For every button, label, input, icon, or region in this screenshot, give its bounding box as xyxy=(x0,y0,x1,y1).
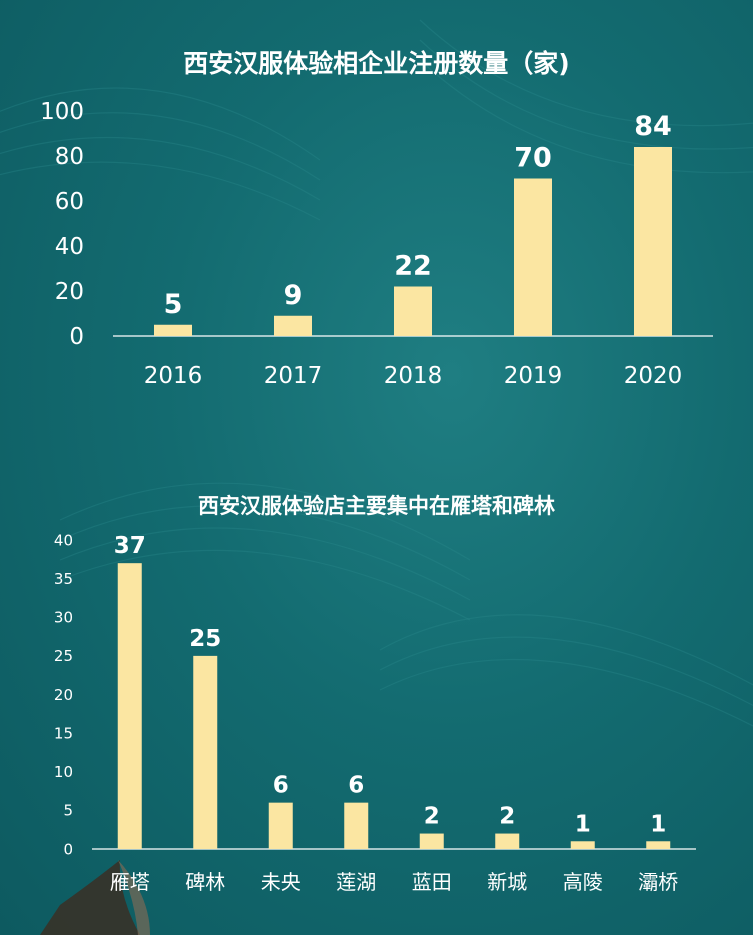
y-tick-label: 60 xyxy=(55,189,84,215)
y-tick-label: 20 xyxy=(54,686,73,704)
data-label: 9 xyxy=(284,280,303,311)
enterprise-registration-chart: 西安汉服体验相企业注册数量（家) 0 20 40 60 80 100 5 2016 9 2017 2… xyxy=(0,0,753,420)
bar xyxy=(193,655,218,849)
bar xyxy=(154,324,192,336)
bar xyxy=(274,315,312,336)
bar xyxy=(514,178,552,336)
y-tick-label: 35 xyxy=(54,570,73,588)
y-tick-label: 20 xyxy=(55,279,84,305)
y-tick-label: 0 xyxy=(63,840,73,858)
enterprise-registration-plot: 0 20 40 60 80 100 5 2016 9 2017 22 2018 70 2019 84 2020 xyxy=(40,99,713,389)
chart-title: 西安汉服体验店主要集中在雁塔和碑林 xyxy=(198,494,555,518)
bar xyxy=(268,802,293,849)
data-label: 6 xyxy=(348,773,364,799)
store-distribution-chart: 西安汉服体验店主要集中在雁塔和碑林 0 5 10 15 20 25 30 35 40 37 雁塔 25… xyxy=(0,470,753,935)
data-label: 84 xyxy=(634,111,672,142)
y-tick-label: 25 xyxy=(54,647,73,665)
data-label: 70 xyxy=(514,143,552,174)
data-label: 25 xyxy=(189,626,221,652)
bar xyxy=(646,841,671,849)
y-tick-label: 40 xyxy=(54,531,73,549)
y-tick-label: 0 xyxy=(69,324,84,350)
y-tick-label: 80 xyxy=(55,144,84,170)
y-tick-label: 15 xyxy=(54,724,73,742)
x-tick-label: 2016 xyxy=(144,363,203,389)
x-tick-label: 高陵 xyxy=(563,870,603,894)
y-tick-label: 10 xyxy=(54,763,73,781)
data-label: 22 xyxy=(394,251,432,282)
data-label: 1 xyxy=(575,811,591,837)
x-tick-label: 新城 xyxy=(487,870,527,894)
x-tick-label: 2017 xyxy=(264,363,323,389)
x-tick-label: 未央 xyxy=(261,870,301,894)
x-tick-label: 2020 xyxy=(624,363,683,389)
data-label: 2 xyxy=(499,804,515,830)
bar xyxy=(419,833,444,849)
bar xyxy=(394,286,432,336)
x-tick-label: 蓝田 xyxy=(412,870,452,894)
bar xyxy=(117,563,142,849)
x-tick-label: 2019 xyxy=(504,363,563,389)
y-tick-label: 5 xyxy=(63,802,73,820)
data-label: 6 xyxy=(273,773,289,799)
bird-silhouette-decoration xyxy=(40,860,150,935)
y-tick-label: 30 xyxy=(54,609,73,627)
store-distribution-plot: 0 5 10 15 20 25 30 35 40 37 雁塔 25 碑林 6 未央 6 莲湖 2 蓝田 2 新城 1 高陵 1… xyxy=(54,531,696,894)
x-tick-label: 碑林 xyxy=(185,870,225,894)
data-label: 5 xyxy=(164,289,183,320)
bar xyxy=(634,147,672,336)
bar xyxy=(495,833,520,849)
x-tick-label: 雁塔 xyxy=(110,870,150,894)
y-tick-label: 40 xyxy=(55,234,84,260)
y-tick-label: 100 xyxy=(40,99,84,125)
data-label: 37 xyxy=(114,533,146,559)
x-tick-label: 2018 xyxy=(384,363,443,389)
x-tick-label: 莲湖 xyxy=(336,870,376,894)
bar xyxy=(570,841,595,849)
data-label: 2 xyxy=(424,804,440,830)
bar xyxy=(344,802,369,849)
chart-title: 西安汉服体验相企业注册数量（家) xyxy=(183,49,570,78)
data-label: 1 xyxy=(650,811,666,837)
x-tick-label: 灞桥 xyxy=(638,870,678,894)
